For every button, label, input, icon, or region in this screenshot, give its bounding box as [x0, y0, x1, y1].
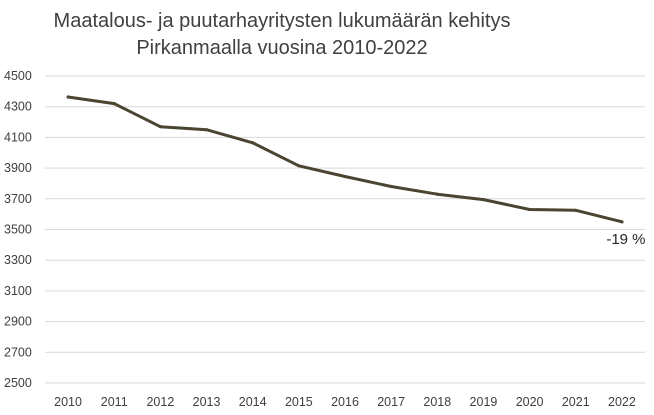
y-tick-label: 3300 [4, 253, 32, 267]
data-point [297, 164, 301, 168]
y-tick-label: 3100 [4, 284, 32, 298]
data-point [389, 184, 393, 189]
data-point [620, 220, 624, 224]
change-annotation: -19 % [606, 231, 645, 248]
y-tick-label: 2700 [4, 345, 32, 359]
data-point [343, 174, 347, 179]
x-tick-label: 2015 [285, 395, 313, 409]
data-point [435, 192, 439, 196]
y-tick-label: 3700 [4, 192, 32, 206]
y-tick-label: 4300 [4, 100, 32, 114]
x-tick-label: 2014 [239, 395, 267, 409]
y-tick-label: 4500 [4, 69, 32, 83]
x-tick-label: 2011 [101, 395, 128, 409]
y-tick-label: 2500 [4, 376, 32, 390]
x-tick-label: 2017 [377, 395, 405, 409]
annotations: -19 % [606, 231, 645, 248]
x-tick-label: 2013 [193, 395, 221, 409]
x-tick-label: 2018 [423, 395, 451, 409]
x-tick-label: 2020 [516, 395, 544, 409]
series-group [66, 95, 624, 224]
y-tick-label: 3500 [4, 223, 32, 237]
chart-title-line-1: Maatalous- ja puutarhayritysten lukumäär… [54, 10, 511, 32]
x-tick-label: 2022 [608, 395, 636, 409]
x-tick-label: 2016 [331, 395, 359, 409]
y-tick-label: 2900 [4, 315, 32, 329]
data-point [112, 102, 116, 106]
x-tick-label: 2012 [146, 395, 174, 409]
gridlines [45, 75, 645, 384]
data-point [158, 125, 162, 129]
x-tick-label: 2021 [562, 395, 590, 409]
y-tick-label: 4100 [4, 130, 32, 144]
data-point [251, 141, 255, 145]
y-tick-label: 3900 [4, 161, 32, 175]
series-line [66, 95, 624, 224]
x-tick-label: 2010 [54, 395, 82, 409]
y-axis-tick-labels: 2500 2700 2900 3100 3300 3500 3700 3900 4100 4300… [4, 69, 32, 390]
x-axis-tick-labels: 2010 2011 2012 2013 2014 2015 2016 2017 2018 2019… [54, 395, 636, 409]
data-point [481, 197, 486, 202]
data-point [528, 207, 532, 212]
chart-title-line-2: Pirkanmaalla vuosina 2010-2022 [136, 37, 427, 59]
data-point [66, 95, 70, 99]
data-point [574, 208, 578, 212]
x-tick-label: 2019 [470, 395, 498, 409]
data-point [204, 128, 209, 132]
